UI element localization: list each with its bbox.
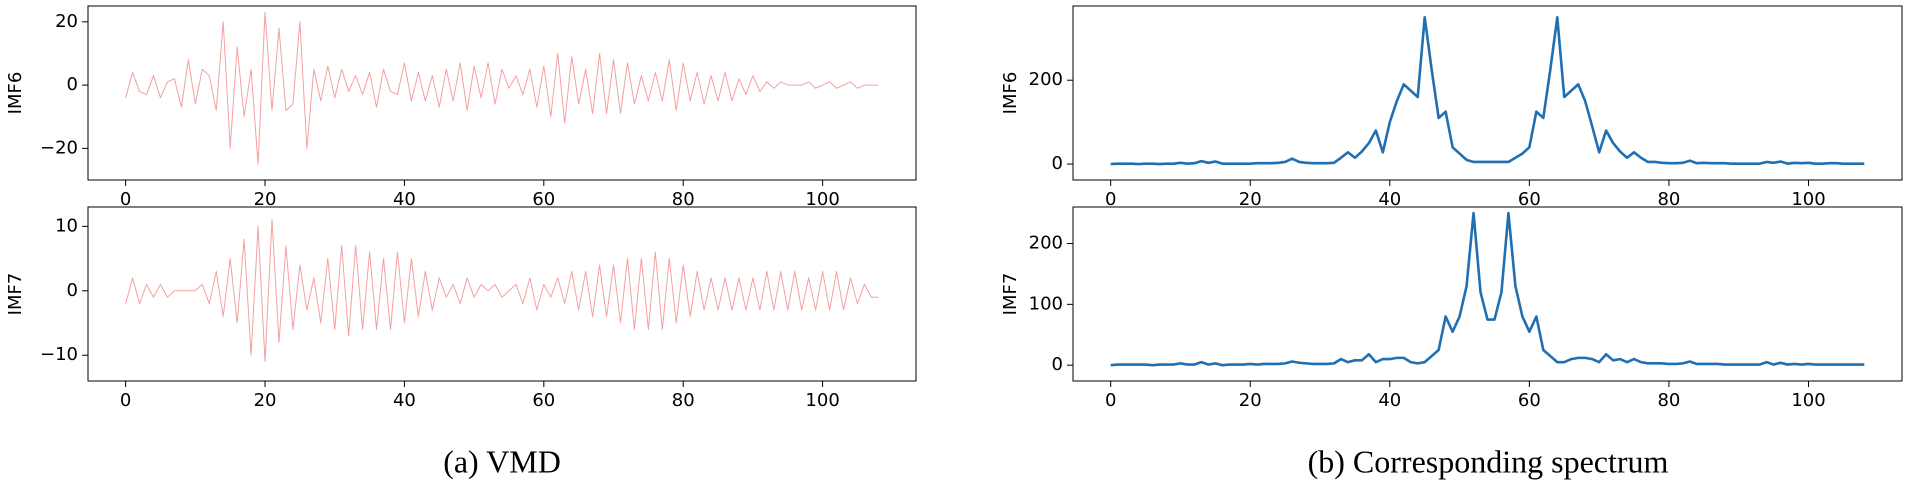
x-tick-label: 80 bbox=[1657, 189, 1680, 210]
y-axis-label: IMF6 bbox=[1000, 72, 1021, 115]
x-tick-label: 60 bbox=[1518, 390, 1541, 411]
data-line bbox=[1110, 16, 1865, 166]
x-tick-label: 100 bbox=[1791, 390, 1825, 411]
y-tick-label: −10 bbox=[40, 344, 78, 365]
y-tick-label: 0 bbox=[67, 280, 78, 301]
x-tick-label: 60 bbox=[532, 390, 555, 411]
x-tick-label: 80 bbox=[672, 390, 695, 411]
x-tick-label: 20 bbox=[1239, 189, 1262, 210]
x-tick-label: 80 bbox=[1657, 390, 1680, 411]
y-tick-label: 20 bbox=[55, 11, 78, 32]
y-tick-label: −20 bbox=[40, 137, 78, 158]
x-tick-label: 100 bbox=[805, 189, 839, 210]
y-tick-label: 10 bbox=[55, 215, 78, 236]
y-axis-label: IMF6 bbox=[5, 72, 26, 115]
y-tick-label: 0 bbox=[67, 74, 78, 95]
x-tick-label: 100 bbox=[1791, 189, 1825, 210]
x-tick-label: 0 bbox=[1105, 390, 1116, 411]
x-tick-label: 20 bbox=[254, 390, 277, 411]
y-axis-label: IMF7 bbox=[5, 273, 26, 316]
x-tick-label: 20 bbox=[254, 189, 277, 210]
x-tick-label: 0 bbox=[120, 189, 131, 210]
caption: (a) VMD bbox=[443, 443, 561, 479]
axes-frame bbox=[87, 206, 917, 382]
x-tick-label: 60 bbox=[532, 189, 555, 210]
x-tick-label: 40 bbox=[1378, 390, 1401, 411]
x-tick-label: 0 bbox=[120, 390, 131, 411]
y-tick-label: 200 bbox=[1029, 233, 1063, 254]
y-tick-label: 100 bbox=[1029, 293, 1063, 314]
y-axis-label: IMF7 bbox=[1000, 273, 1021, 316]
caption: (b) Corresponding spectrum bbox=[1308, 443, 1669, 479]
data-line bbox=[125, 219, 879, 363]
data-line bbox=[1110, 211, 1865, 367]
y-tick-label: 0 bbox=[1052, 354, 1063, 375]
y-tick-label: 200 bbox=[1029, 69, 1063, 90]
x-tick-label: 0 bbox=[1105, 189, 1116, 210]
axes-frame bbox=[87, 5, 917, 181]
x-tick-label: 40 bbox=[1378, 189, 1401, 210]
x-tick-label: 60 bbox=[1518, 189, 1541, 210]
axes-frame bbox=[1072, 5, 1903, 181]
x-tick-label: 40 bbox=[393, 390, 416, 411]
x-tick-label: 40 bbox=[393, 189, 416, 210]
y-tick-label: 0 bbox=[1052, 153, 1063, 174]
x-tick-label: 100 bbox=[805, 390, 839, 411]
axes-frame bbox=[1072, 206, 1903, 382]
x-tick-label: 80 bbox=[672, 189, 695, 210]
data-line bbox=[125, 11, 879, 165]
x-tick-label: 20 bbox=[1239, 390, 1262, 411]
